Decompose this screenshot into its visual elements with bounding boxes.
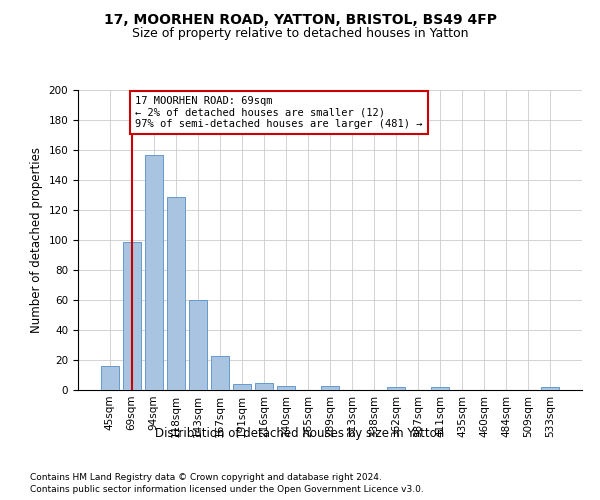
Text: Contains HM Land Registry data © Crown copyright and database right 2024.: Contains HM Land Registry data © Crown c… xyxy=(30,472,382,482)
Bar xyxy=(211,356,229,390)
Text: Distribution of detached houses by size in Yatton: Distribution of detached houses by size … xyxy=(155,428,445,440)
Text: Size of property relative to detached houses in Yatton: Size of property relative to detached ho… xyxy=(132,28,468,40)
Y-axis label: Number of detached properties: Number of detached properties xyxy=(30,147,43,333)
Bar xyxy=(387,387,405,390)
Text: 17, MOORHEN ROAD, YATTON, BRISTOL, BS49 4FP: 17, MOORHEN ROAD, YATTON, BRISTOL, BS49 … xyxy=(104,12,497,26)
Bar xyxy=(123,242,140,390)
Bar xyxy=(167,196,185,390)
Bar xyxy=(233,384,251,390)
Bar xyxy=(541,387,559,390)
Bar xyxy=(101,366,119,390)
Bar xyxy=(145,154,163,390)
Text: Contains public sector information licensed under the Open Government Licence v3: Contains public sector information licen… xyxy=(30,485,424,494)
Bar xyxy=(431,387,449,390)
Bar xyxy=(189,300,206,390)
Bar xyxy=(255,382,273,390)
Bar xyxy=(277,386,295,390)
Bar xyxy=(321,386,339,390)
Text: 17 MOORHEN ROAD: 69sqm
← 2% of detached houses are smaller (12)
97% of semi-deta: 17 MOORHEN ROAD: 69sqm ← 2% of detached … xyxy=(135,96,422,129)
